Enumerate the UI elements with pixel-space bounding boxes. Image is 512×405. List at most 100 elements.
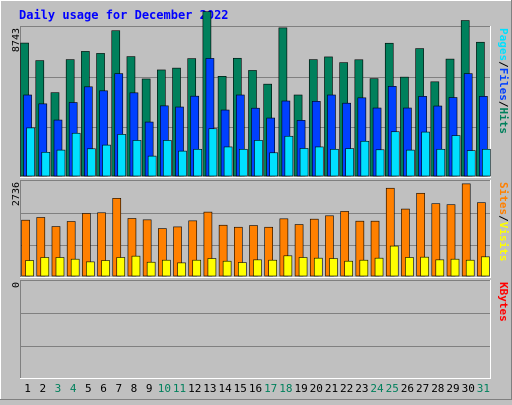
day-label-25: 25	[386, 382, 399, 395]
bar-pages-day-12	[193, 148, 203, 177]
bar-sites-day-22	[344, 260, 353, 277]
max-label-visits-sites: 2736	[11, 182, 22, 206]
day-label-2: 2	[39, 382, 46, 395]
bar-pages-day-3	[56, 149, 66, 177]
day-label-9: 9	[146, 382, 153, 395]
bar-sites-day-3	[55, 257, 65, 277]
bar-sites-day-30	[465, 259, 475, 277]
day-label-7: 7	[115, 382, 122, 395]
legend-separator: /	[497, 101, 510, 108]
legend-visits: Visits	[497, 222, 510, 262]
day-label-10: 10	[158, 382, 171, 395]
day-label-12: 12	[188, 382, 201, 395]
bar-sites-day-21	[329, 258, 338, 277]
bar-pages-day-13	[208, 128, 218, 177]
legend-separator: /	[497, 215, 510, 222]
bar-pages-day-29	[451, 135, 461, 177]
bar-pages-day-27	[421, 131, 430, 177]
bar-sites-day-2	[40, 257, 50, 277]
bar-pages-day-2	[41, 151, 51, 177]
bar-sites-day-25	[389, 245, 399, 277]
day-label-17: 17	[264, 382, 277, 395]
bar-pages-day-11	[178, 150, 187, 177]
legend-hits: Hits	[497, 108, 510, 135]
day-label-15: 15	[234, 382, 247, 395]
bar-pages-day-6	[102, 144, 111, 177]
bar-pages-day-22	[345, 148, 354, 177]
bar-sites-day-12	[192, 259, 202, 277]
day-label-23: 23	[355, 382, 368, 395]
legend-pages: Pages	[497, 28, 510, 61]
day-label-19: 19	[294, 382, 307, 395]
bar-pages-day-18	[284, 135, 294, 177]
bar-pages-day-28	[436, 148, 446, 177]
day-label-22: 22	[340, 382, 353, 395]
day-label-8: 8	[131, 382, 138, 395]
bar-pages-day-20	[314, 146, 324, 177]
bar-sites-day-10	[162, 259, 171, 277]
day-label-30: 30	[462, 382, 475, 395]
bar-sites-day-31	[481, 256, 490, 277]
bar-pages-day-19	[299, 148, 309, 177]
bar-pages-day-24	[375, 149, 385, 177]
bar-pages-day-5	[87, 148, 96, 177]
bar-sites-day-20	[313, 257, 323, 277]
day-label-4: 4	[70, 382, 77, 395]
day-label-29: 29	[446, 382, 459, 395]
bar-sites-day-23	[359, 259, 369, 277]
legend-sites: Sites	[497, 182, 510, 215]
bar-sites-day-19	[298, 257, 308, 277]
bar-sites-day-4	[70, 258, 80, 277]
bar-pages-day-23	[360, 140, 370, 177]
bar-sites-day-26	[405, 257, 414, 277]
bar-pages-day-17	[269, 152, 278, 177]
legend-separator: /	[497, 61, 510, 68]
legend-visits-sites: Sites/Visits	[497, 182, 510, 262]
bar-sites-day-1	[25, 260, 34, 277]
day-label-6: 6	[100, 382, 107, 395]
bar-pages-day-31	[482, 148, 491, 177]
bar-pages-day-30	[466, 150, 476, 177]
bar-pages-day-26	[406, 149, 415, 177]
bar-sites-day-11	[177, 262, 186, 277]
legend-hits-files-pages: Pages/Files/Hits	[497, 28, 510, 134]
bar-sites-day-14	[222, 260, 232, 277]
bar-sites-day-5	[86, 261, 95, 277]
bar-pages-day-21	[330, 148, 339, 177]
bar-pages-day-1	[26, 127, 35, 177]
bar-sites-day-6	[101, 260, 110, 277]
bar-sites-day-29	[450, 258, 460, 277]
legend-kbytes: KBytes	[497, 282, 510, 322]
day-label-5: 5	[85, 382, 92, 395]
day-label-26: 26	[401, 382, 414, 395]
day-label-16: 16	[249, 382, 262, 395]
bar-sites-day-9	[146, 261, 156, 277]
legend-kbytes: KBytes	[497, 282, 510, 322]
day-label-1: 1	[24, 382, 31, 395]
bar-sites-day-18	[283, 255, 293, 277]
bar-pages-day-15	[239, 148, 248, 177]
panel-visits-sites: 2736 Sites/Visits	[11, 180, 510, 278]
bar-pages-day-9	[147, 155, 157, 177]
day-label-14: 14	[218, 382, 232, 395]
bar-pages-day-16	[254, 140, 263, 177]
max-label-hits-files-pages: 8743	[11, 28, 22, 52]
chart-title: Daily usage for December 2022	[19, 8, 229, 22]
bar-sites-day-16	[253, 259, 262, 277]
bar-pages-day-14	[223, 146, 233, 177]
day-label-27: 27	[416, 382, 429, 395]
day-label-21: 21	[325, 382, 338, 395]
day-label-13: 13	[203, 382, 216, 395]
day-label-31: 31	[477, 382, 490, 395]
bar-pages-day-25	[390, 131, 400, 177]
bar-sites-day-28	[435, 259, 445, 277]
day-label-18: 18	[279, 382, 292, 395]
bar-sites-day-8	[131, 255, 141, 277]
max-label-kbytes: 0	[11, 282, 22, 288]
bar-pages-day-10	[163, 140, 172, 177]
legend-files: Files	[497, 68, 510, 101]
bar-pages-day-4	[71, 132, 81, 177]
